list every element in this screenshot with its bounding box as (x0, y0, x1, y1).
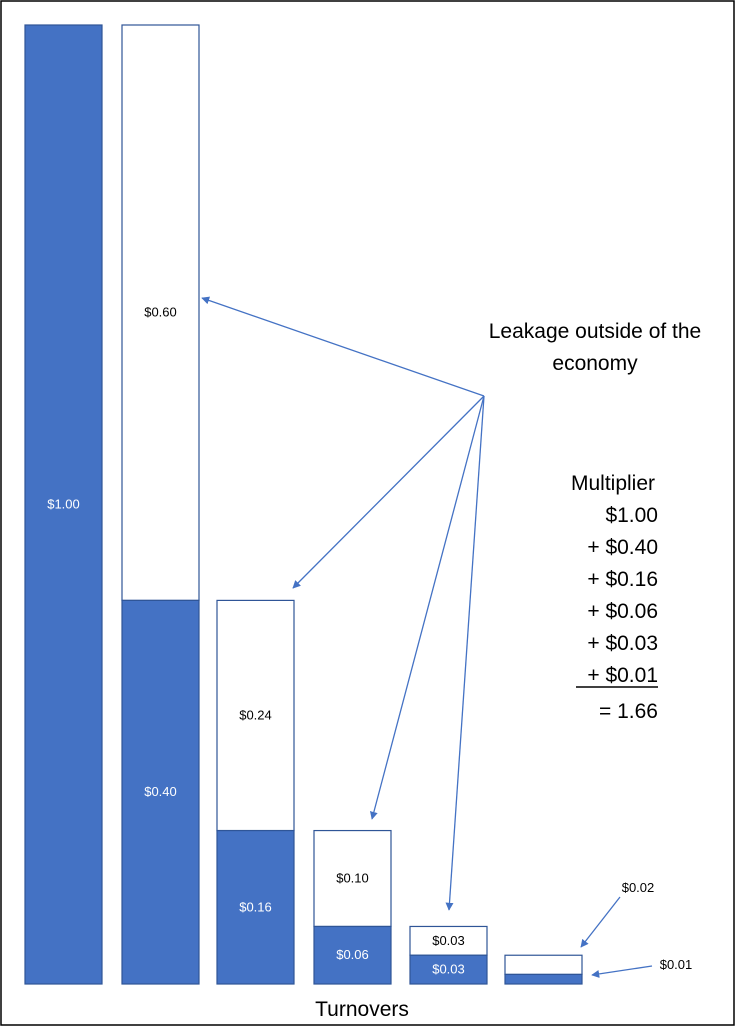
multiplier-lines: $1.00 + $0.40 + $0.16 + $0.06 + $0.03 + $0.01 (576, 504, 658, 688)
bar-leakage-5 (409, 925, 488, 956)
bar-leakage-4 (313, 829, 392, 928)
multiplier-line-5: + $0.03 (587, 632, 658, 655)
bar-retained-4 (313, 925, 392, 985)
label-retained-3: $0.16 (239, 899, 272, 914)
arrows-layer (201, 296, 653, 978)
leakage-arrow-2 (292, 395, 485, 589)
multiplier-line-6: + $0.01 (587, 664, 658, 687)
leakage-arrow-4 (445, 395, 485, 911)
label-retained-4: $0.06 (336, 947, 369, 962)
label-retained-1: $1.00 (47, 497, 80, 512)
label-leakage-3: $0.24 (239, 707, 272, 722)
bar-retained-5 (409, 954, 488, 985)
leakage-annotation-line2: economy (552, 352, 638, 375)
bar-retained-2 (121, 599, 200, 985)
bar-leakage-6 (504, 954, 583, 976)
label-leakage-5: $0.03 (432, 933, 465, 948)
bar-leakage-3 (216, 599, 295, 832)
label-retained-last: $0.01 (660, 957, 693, 972)
bar-retained-6 (504, 973, 583, 985)
label-retained-2: $0.40 (144, 784, 177, 799)
leakage-annotation-line1: Leakage outside of the (489, 320, 702, 343)
label-leakage-4: $0.10 (336, 871, 369, 886)
label-leakage-last: $0.02 (622, 880, 655, 895)
arrow-retained-last (591, 965, 653, 978)
multiplier-title: Multiplier (571, 472, 655, 495)
bars-layer: $1.00 $0.60 $0.40 $0.24 $0.16 $0.10 $0.06 $0.03… (24, 24, 583, 985)
multiplier-line-4: + $0.06 (587, 600, 658, 623)
bar-leakage-2 (121, 24, 200, 602)
arrow-leakage-last (580, 896, 621, 948)
multiplier-result: = 1.66 (599, 700, 658, 723)
leakage-arrow-3 (369, 395, 485, 820)
x-axis-label: Turnovers (315, 998, 409, 1021)
bar-retained-3 (216, 829, 295, 985)
label-leakage-2: $0.60 (144, 305, 177, 320)
multiplier-line-2: + $0.40 (587, 536, 658, 559)
bar-retained-1 (24, 24, 103, 985)
multiplier-line-1: $1.00 (605, 504, 658, 527)
leakage-arrow-1 (201, 296, 485, 397)
multiplier-line-3: + $0.16 (587, 568, 658, 591)
label-retained-5: $0.03 (432, 962, 465, 977)
